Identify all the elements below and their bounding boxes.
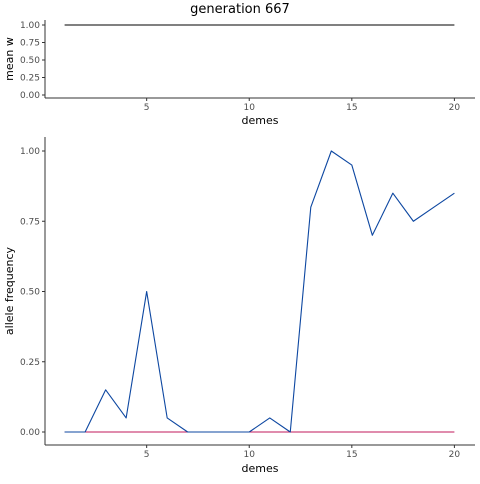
y-tick-label: 0.00: [20, 428, 40, 438]
y-axis-title: mean w: [3, 37, 16, 81]
series-line-2: [64, 150, 455, 433]
y-tick-label: 0.00: [20, 91, 40, 101]
x-tick-label: 20: [449, 103, 461, 113]
x-tick-label: 5: [144, 103, 150, 113]
x-axis-title: demes: [242, 462, 279, 475]
y-tick-label: 1.00: [20, 147, 40, 157]
y-tick-label: 0.50: [20, 56, 40, 66]
x-tick-label: 5: [144, 450, 150, 460]
x-tick-label: 15: [346, 103, 357, 113]
chart-title: generation 667: [190, 2, 290, 17]
y-tick-label: 0.25: [20, 74, 40, 84]
y-tick-label: 0.75: [20, 217, 40, 227]
x-tick-label: 15: [346, 450, 357, 460]
y-axis-title: allele frequency: [3, 246, 16, 335]
y-tick-label: 0.75: [20, 39, 40, 49]
x-tick-label: 20: [449, 450, 461, 460]
x-tick-label: 10: [244, 450, 256, 460]
x-tick-label: 10: [244, 103, 256, 113]
mean-fitness-panel: demes mean w 0.00 0.25 0.50 0.75 1.00 5 10 15 20: [3, 20, 475, 127]
x-axis-title: demes: [242, 114, 279, 127]
y-tick-label: 0.25: [20, 358, 40, 368]
y-tick-label: 0.50: [20, 288, 40, 298]
y-tick-label: 1.00: [20, 21, 40, 31]
allele-frequency-panel: demes allele frequency 0.00 0.25 0.50 0.75 1…: [3, 137, 475, 475]
